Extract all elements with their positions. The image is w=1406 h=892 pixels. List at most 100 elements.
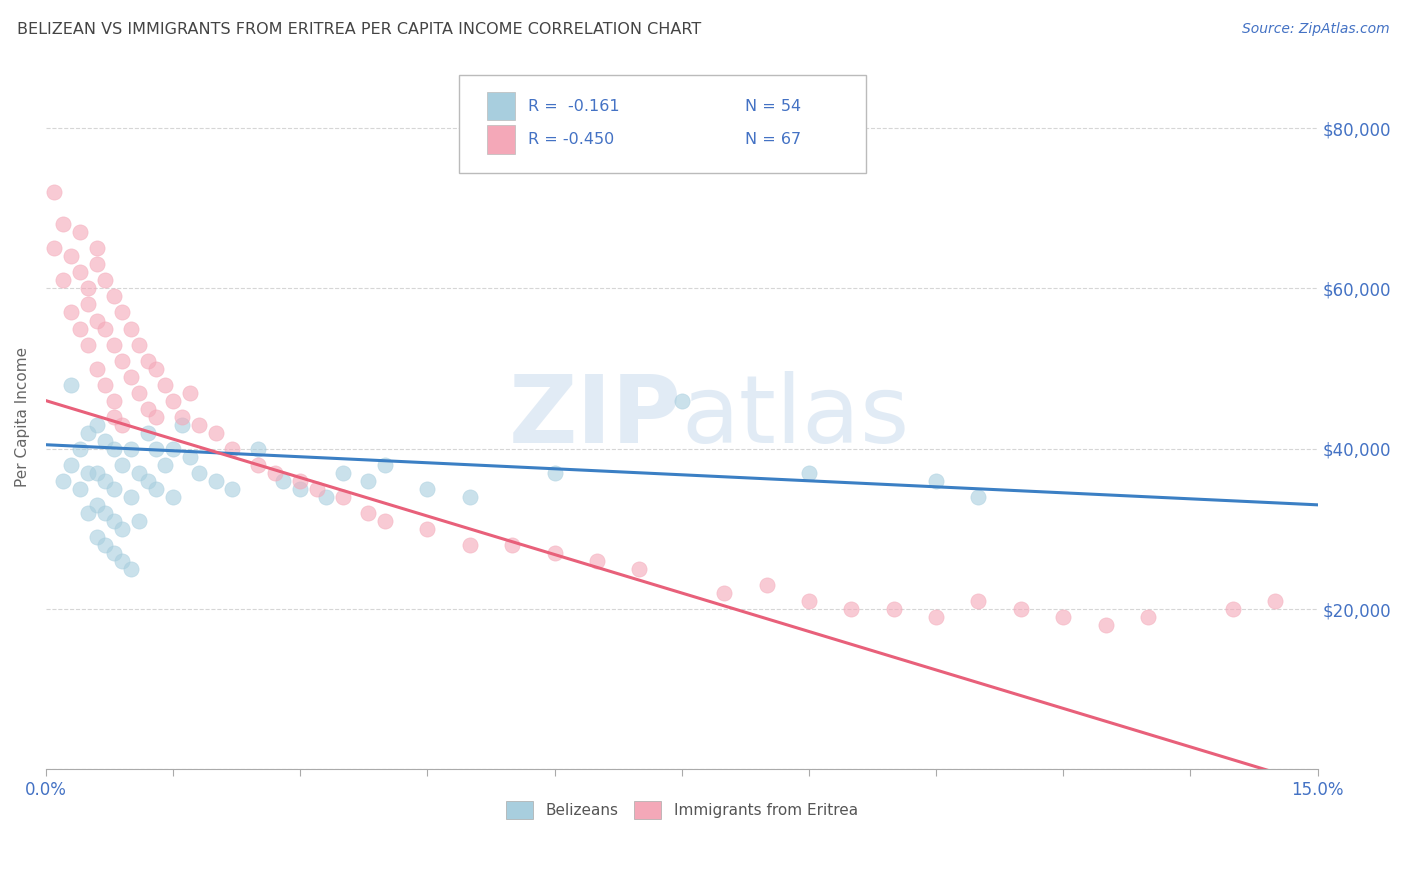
Point	[179, 385, 201, 400]
Point	[44, 241, 66, 255]
Point	[543, 466, 565, 480]
Point	[925, 474, 948, 488]
Text: N = 54: N = 54	[745, 99, 801, 114]
Text: Source: ZipAtlas.com: Source: ZipAtlas.com	[1241, 22, 1389, 37]
Text: ZIP: ZIP	[509, 371, 682, 463]
Point	[86, 466, 108, 480]
Point	[628, 562, 651, 576]
Point	[967, 490, 990, 504]
Point	[60, 305, 83, 319]
Point	[69, 442, 91, 456]
Point	[458, 490, 481, 504]
Point	[925, 610, 948, 624]
Point	[883, 602, 905, 616]
Legend: Belizeans, Immigrants from Eritrea: Belizeans, Immigrants from Eritrea	[499, 796, 863, 825]
Point	[458, 538, 481, 552]
Point	[162, 393, 184, 408]
Point	[86, 241, 108, 255]
Point	[332, 490, 354, 504]
Point	[86, 313, 108, 327]
Point	[170, 409, 193, 424]
Point	[145, 482, 167, 496]
Point	[103, 289, 125, 303]
Point	[103, 482, 125, 496]
Point	[187, 466, 209, 480]
Point	[103, 546, 125, 560]
Point	[162, 490, 184, 504]
Point	[94, 506, 117, 520]
Point	[136, 401, 159, 416]
Point	[77, 281, 100, 295]
Point	[162, 442, 184, 456]
FancyBboxPatch shape	[460, 75, 866, 173]
Point	[586, 554, 609, 568]
FancyBboxPatch shape	[488, 126, 515, 153]
Point	[128, 337, 150, 351]
Point	[136, 353, 159, 368]
Point	[128, 466, 150, 480]
Point	[136, 425, 159, 440]
Point	[77, 297, 100, 311]
Point	[246, 442, 269, 456]
Point	[69, 321, 91, 335]
FancyBboxPatch shape	[488, 92, 515, 120]
Point	[374, 458, 396, 472]
Point	[1052, 610, 1074, 624]
Point	[120, 562, 142, 576]
Point	[221, 482, 243, 496]
Point	[103, 442, 125, 456]
Point	[120, 369, 142, 384]
Point	[1222, 602, 1244, 616]
Point	[94, 434, 117, 448]
Point	[120, 490, 142, 504]
Point	[120, 442, 142, 456]
Point	[290, 482, 312, 496]
Point	[315, 490, 337, 504]
Point	[1264, 594, 1286, 608]
Point	[671, 393, 693, 408]
Point	[374, 514, 396, 528]
Text: N = 67: N = 67	[745, 132, 801, 147]
Point	[52, 218, 75, 232]
Point	[273, 474, 295, 488]
Point	[77, 337, 100, 351]
Point	[1136, 610, 1159, 624]
Point	[187, 417, 209, 432]
Point	[416, 482, 439, 496]
Point	[94, 321, 117, 335]
Point	[246, 458, 269, 472]
Point	[145, 361, 167, 376]
Point	[69, 225, 91, 239]
Point	[111, 417, 134, 432]
Point	[86, 257, 108, 271]
Point	[357, 474, 380, 488]
Point	[44, 186, 66, 200]
Point	[94, 377, 117, 392]
Point	[111, 554, 134, 568]
Point	[797, 594, 820, 608]
Point	[204, 425, 226, 440]
Point	[145, 409, 167, 424]
Point	[111, 458, 134, 472]
Point	[77, 506, 100, 520]
Point	[86, 417, 108, 432]
Point	[111, 353, 134, 368]
Point	[52, 474, 75, 488]
Point	[94, 474, 117, 488]
Point	[179, 450, 201, 464]
Point	[170, 417, 193, 432]
Point	[77, 425, 100, 440]
Point	[967, 594, 990, 608]
Point	[416, 522, 439, 536]
Point	[543, 546, 565, 560]
Point	[86, 530, 108, 544]
Point	[86, 498, 108, 512]
Point	[153, 377, 176, 392]
Point	[103, 393, 125, 408]
Text: BELIZEAN VS IMMIGRANTS FROM ERITREA PER CAPITA INCOME CORRELATION CHART: BELIZEAN VS IMMIGRANTS FROM ERITREA PER …	[17, 22, 702, 37]
Point	[111, 305, 134, 319]
Point	[120, 321, 142, 335]
Y-axis label: Per Capita Income: Per Capita Income	[15, 347, 30, 487]
Point	[755, 578, 778, 592]
Point	[69, 482, 91, 496]
